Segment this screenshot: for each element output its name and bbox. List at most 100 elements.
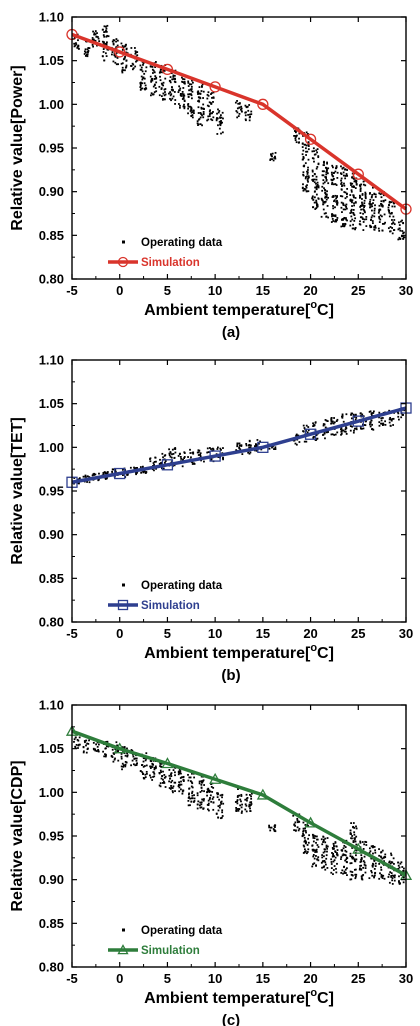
operating-data-point bbox=[125, 48, 128, 51]
operating-data-point bbox=[206, 791, 208, 794]
operating-data-point bbox=[126, 754, 129, 757]
operating-data-point bbox=[331, 852, 333, 854]
operating-data-point bbox=[172, 74, 175, 77]
operating-data-point bbox=[163, 776, 166, 779]
operating-data-point bbox=[141, 82, 143, 85]
operating-data-point bbox=[315, 864, 317, 867]
operating-data-point bbox=[207, 790, 210, 792]
operating-data-point bbox=[349, 220, 352, 223]
operating-data-point bbox=[122, 58, 125, 61]
simulation-point bbox=[161, 757, 174, 769]
operating-data-point bbox=[216, 133, 219, 135]
x-axis-label: Ambient temperature[oC] bbox=[144, 642, 334, 662]
operating-data-point bbox=[390, 419, 393, 422]
operating-data-point bbox=[270, 826, 273, 829]
operating-data-point bbox=[240, 793, 243, 796]
operating-data-point bbox=[402, 869, 405, 872]
operating-data-point bbox=[199, 92, 202, 95]
operating-data-point bbox=[188, 792, 190, 795]
operating-data-point bbox=[311, 865, 314, 868]
operating-data-point bbox=[180, 783, 183, 786]
operating-data-point bbox=[247, 113, 250, 116]
operating-data-point bbox=[324, 837, 327, 840]
operating-data-point bbox=[182, 458, 184, 461]
operating-data-point bbox=[315, 851, 318, 853]
operating-data-point bbox=[351, 837, 353, 840]
operating-data-point bbox=[400, 416, 403, 419]
operating-data-point bbox=[355, 827, 358, 830]
operating-data-point bbox=[142, 471, 145, 474]
operating-data-point bbox=[317, 156, 320, 159]
operating-data-point bbox=[378, 229, 381, 232]
operating-data-point bbox=[331, 218, 334, 220]
operating-data-point bbox=[220, 800, 223, 803]
operating-data-point bbox=[169, 94, 172, 97]
operating-data-point bbox=[293, 829, 295, 832]
operating-data-point bbox=[77, 744, 80, 747]
operating-data-point bbox=[316, 858, 318, 861]
operating-data-point bbox=[339, 195, 342, 197]
operating-data-point bbox=[320, 215, 323, 218]
operating-data-point bbox=[369, 203, 372, 205]
operating-data-point bbox=[374, 196, 377, 198]
operating-data-point bbox=[336, 219, 338, 221]
operating-data-point bbox=[393, 879, 396, 882]
operating-data-point bbox=[351, 218, 354, 221]
operating-data-point bbox=[210, 800, 213, 803]
operating-data-point bbox=[236, 100, 238, 102]
operating-data-point bbox=[303, 836, 306, 839]
operating-data-point bbox=[154, 75, 157, 77]
operating-data-point bbox=[145, 752, 148, 755]
operating-data-point bbox=[211, 112, 213, 115]
operating-data-point bbox=[172, 769, 175, 772]
operating-data-point bbox=[359, 188, 362, 191]
operating-data-point bbox=[122, 765, 125, 768]
operating-data-point bbox=[105, 745, 108, 748]
operating-data-point bbox=[125, 65, 128, 68]
operating-data-point bbox=[240, 800, 242, 803]
operating-data-point bbox=[160, 82, 163, 85]
operating-data-point bbox=[315, 182, 317, 185]
operating-data-point bbox=[96, 36, 99, 38]
operating-data-point bbox=[273, 448, 275, 450]
operating-data-point bbox=[210, 785, 213, 788]
operating-data-point bbox=[321, 854, 324, 856]
operating-data-point bbox=[172, 785, 175, 788]
operating-data-point bbox=[155, 90, 158, 93]
operating-data-point bbox=[380, 873, 383, 876]
operating-data-point bbox=[335, 220, 338, 223]
operating-data-point bbox=[182, 81, 184, 84]
operating-data-point bbox=[218, 120, 221, 123]
operating-data-point bbox=[313, 857, 316, 860]
operating-data-point bbox=[398, 875, 400, 878]
operating-data-point bbox=[135, 60, 137, 63]
operating-data-point bbox=[340, 173, 343, 175]
operating-data-point bbox=[182, 775, 185, 778]
operating-data-point bbox=[97, 743, 100, 746]
operating-data-point bbox=[254, 443, 257, 446]
operating-data-point bbox=[313, 178, 316, 181]
operating-data-point bbox=[358, 223, 361, 225]
operating-data-point bbox=[178, 786, 181, 789]
operating-data-point bbox=[196, 122, 199, 125]
operating-data-point bbox=[302, 430, 305, 433]
operating-data-point bbox=[123, 57, 126, 60]
operating-data-point bbox=[334, 194, 337, 197]
operating-data-point bbox=[305, 190, 308, 193]
operating-data-point bbox=[360, 860, 363, 863]
operating-data-point bbox=[307, 175, 310, 178]
operating-data-points bbox=[73, 24, 406, 241]
operating-data-point bbox=[313, 201, 316, 204]
operating-data-point bbox=[181, 91, 184, 93]
operating-data-point bbox=[363, 209, 366, 212]
operating-data-point bbox=[183, 82, 186, 85]
operating-data-point bbox=[269, 159, 272, 161]
operating-data-point bbox=[325, 198, 328, 201]
operating-data-point bbox=[191, 114, 194, 116]
operating-data-point bbox=[198, 100, 201, 103]
operating-data-point bbox=[336, 201, 339, 204]
operating-data-point bbox=[105, 25, 107, 28]
operating-data-point bbox=[142, 61, 145, 64]
operating-data-point bbox=[312, 422, 314, 425]
operating-data-point bbox=[190, 109, 193, 112]
